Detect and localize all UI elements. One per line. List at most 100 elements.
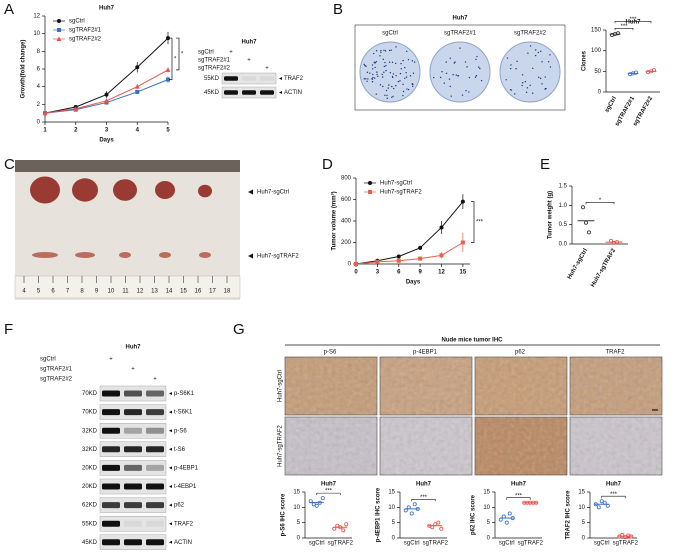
marker <box>460 240 465 245</box>
colony <box>373 52 375 55</box>
ruler-label: 8 <box>80 289 84 295</box>
ihc-column-label: p62 <box>515 350 526 356</box>
colony <box>449 57 451 59</box>
marker <box>418 256 423 261</box>
data-point <box>439 526 444 531</box>
colony <box>385 89 388 92</box>
colony <box>547 61 550 63</box>
marker <box>166 77 170 82</box>
y-tick-label: 100 <box>591 48 602 54</box>
colony <box>475 74 478 77</box>
colony <box>526 87 529 89</box>
blot-band <box>124 446 142 453</box>
colony <box>388 84 390 86</box>
significance-bracket <box>614 21 652 24</box>
chart-title: Huh7 <box>321 482 337 488</box>
tumor <box>30 176 60 204</box>
colony <box>372 68 374 70</box>
y-tick-label: 0 <box>487 536 491 542</box>
x-tick-label: sgCtrl <box>604 96 618 114</box>
y-tick-label: 1.5 <box>559 184 568 190</box>
colony <box>371 81 374 83</box>
significance-label: *** <box>629 17 637 23</box>
ihc-column-label: p-S6 <box>324 350 337 356</box>
colony <box>525 91 528 94</box>
y-tick-label: 400 <box>341 219 352 225</box>
blot-band <box>146 502 164 509</box>
x-tick-label: 0 <box>354 270 358 276</box>
blot-title: Huh7 <box>242 40 258 46</box>
blot-band <box>242 76 256 81</box>
colony <box>532 67 534 70</box>
x-tick-label: sgCtrl <box>594 541 610 547</box>
colony <box>457 75 459 77</box>
y-tick-label: 10 <box>483 505 490 511</box>
condition-plus: + <box>153 377 157 383</box>
colony <box>413 61 416 63</box>
ihc-texture <box>570 417 662 475</box>
mw-label: 45KD <box>82 540 98 546</box>
colony <box>479 67 481 70</box>
colony <box>534 54 537 57</box>
dish-label: sgTRAF2#2 <box>514 31 547 37</box>
blot-band <box>124 464 142 471</box>
blot-band <box>124 539 142 546</box>
band-label: TRAF2 <box>284 76 304 82</box>
y-tick-label: 2 <box>37 102 41 108</box>
data-point <box>436 520 441 525</box>
colony <box>384 50 387 52</box>
colony <box>459 47 461 49</box>
colony <box>383 65 386 68</box>
blot-band <box>146 409 164 416</box>
colony <box>381 73 383 76</box>
significance-bracket <box>176 37 180 71</box>
panel-letter: E <box>540 156 550 173</box>
ruler-label: 13 <box>151 289 158 295</box>
colony <box>450 95 452 97</box>
colony <box>466 66 468 68</box>
colony <box>406 50 408 53</box>
x-tick-label: sgTRAF2#2 <box>632 95 654 127</box>
x-tick-label: 3 <box>105 128 109 134</box>
blot-band <box>102 520 120 527</box>
marker <box>165 67 171 72</box>
colony <box>461 94 464 96</box>
colony <box>455 74 457 76</box>
mw-label: 55KD <box>204 76 220 82</box>
blot-band <box>146 539 164 546</box>
band-label: ACTIN <box>284 90 302 96</box>
condition-plus: + <box>229 50 233 56</box>
y-tick-label: 0 <box>582 536 586 542</box>
colony <box>407 88 410 91</box>
colony <box>478 66 480 68</box>
colony <box>549 66 552 68</box>
significance-label: *** <box>610 492 618 498</box>
colony <box>404 67 406 69</box>
marker <box>166 36 170 41</box>
x-tick-label: 9 <box>418 270 422 276</box>
mw-label: 32KD <box>82 428 98 434</box>
colony <box>385 69 387 72</box>
y-tick-label: 0 <box>598 90 602 96</box>
band-pointer <box>169 485 172 488</box>
colony <box>510 64 512 66</box>
colony <box>373 61 375 64</box>
panel-letter: C <box>4 156 15 173</box>
colony <box>369 72 371 74</box>
blot-band <box>102 409 120 416</box>
dishes-title: Huh7 <box>453 16 469 22</box>
x-tick-label: 2 <box>74 128 78 134</box>
band-pointer <box>169 429 172 433</box>
colony <box>399 80 401 82</box>
ruler-label: 14 <box>166 289 173 295</box>
colony <box>474 76 477 78</box>
colony <box>537 51 540 54</box>
colony <box>395 85 397 87</box>
colony <box>529 45 532 47</box>
colony <box>544 88 547 90</box>
panel-letter: G <box>233 321 245 338</box>
photo-label: Huh7-sgCtrl <box>257 190 289 196</box>
band-label: p62 <box>174 503 185 509</box>
legend-label: sgTRAF2#1 <box>69 28 102 34</box>
panel-letter: F <box>4 321 13 338</box>
